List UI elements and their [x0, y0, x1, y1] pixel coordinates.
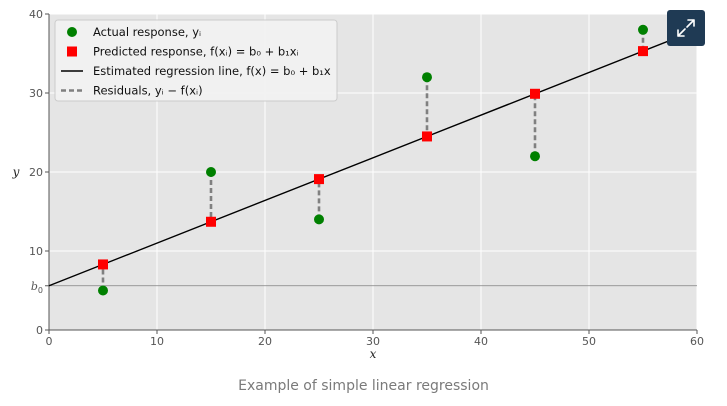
intercept-tick-label: b0 [31, 280, 43, 295]
x-tick-label: 0 [46, 335, 53, 348]
actual-point [530, 151, 540, 162]
legend: Actual response, yᵢ Predicted response, f… [54, 19, 338, 102]
legend-label: Predicted response, f(xᵢ) = b₀ + b₁xᵢ [93, 45, 299, 59]
regression-line [48, 29, 698, 287]
predicted-point [206, 216, 216, 227]
figure-caption: Example of simple linear regression [238, 378, 489, 394]
expand-arrows-icon [677, 19, 695, 37]
actual-point [422, 72, 432, 83]
y-axis-label: y [12, 165, 20, 179]
legend-marker-predicted [67, 46, 77, 57]
y-tick-label: 40 [29, 8, 43, 21]
actual-point [314, 214, 324, 225]
legend-marker-actual [67, 27, 77, 37]
y-tick-label: 10 [29, 245, 43, 258]
y-tick-label: 20 [29, 166, 43, 179]
predicted-point [98, 259, 108, 270]
legend-label: Actual response, yᵢ [93, 25, 201, 39]
predicted-point [314, 174, 324, 185]
x-tick-label: 20 [258, 335, 272, 348]
legend-label: Residuals, yᵢ − f(xᵢ) [93, 84, 203, 98]
x-tick-label: 10 [150, 335, 164, 348]
predicted-point [422, 131, 432, 142]
y-tick-label: 0 [36, 324, 43, 337]
x-tick-label: 60 [690, 335, 704, 348]
x-tick-label: 50 [582, 335, 596, 348]
tick-labels: 0 10 20 30 40 50 60 0 10 20 30 40 b0 [29, 8, 704, 348]
x-tick-label: 30 [366, 335, 380, 348]
x-tick-label: 40 [474, 335, 488, 348]
legend-box [54, 19, 338, 102]
x-axis-label: x [370, 347, 377, 361]
y-tick-label: 30 [29, 87, 43, 100]
expand-button[interactable] [667, 10, 705, 46]
predicted-point [638, 46, 648, 57]
regression-chart: 0 10 20 30 40 50 60 0 10 20 30 40 b0 x y Actual resp… [12, 8, 704, 361]
legend-label: Estimated regression line, f(x) = b₀ + b… [93, 64, 331, 78]
actual-point [98, 285, 108, 296]
predicted-response-points [98, 46, 648, 270]
actual-point [206, 167, 216, 177]
predicted-point [530, 88, 540, 99]
actual-point [638, 24, 648, 35]
actual-response-points [98, 24, 648, 296]
